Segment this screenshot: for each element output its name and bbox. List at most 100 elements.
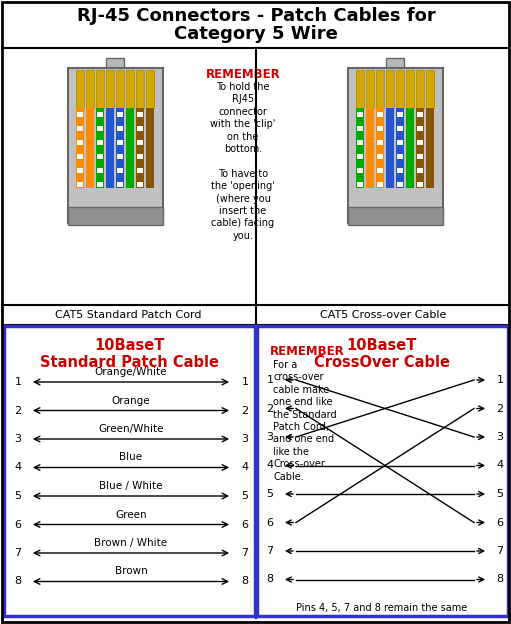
Bar — [117, 126, 123, 131]
Bar — [77, 182, 83, 187]
Text: 1: 1 — [267, 375, 273, 385]
Bar — [137, 126, 143, 131]
Bar — [406, 70, 414, 108]
Bar — [416, 108, 424, 188]
Bar — [137, 112, 143, 117]
Bar — [4, 326, 255, 616]
Text: 5: 5 — [267, 489, 273, 499]
Text: CAT5 Standard Patch Cord: CAT5 Standard Patch Cord — [55, 310, 201, 320]
Text: 2: 2 — [266, 404, 273, 414]
Text: 3: 3 — [14, 434, 21, 444]
Text: 8: 8 — [14, 577, 21, 587]
Bar — [77, 126, 83, 131]
Bar — [257, 326, 508, 616]
Bar — [356, 70, 364, 108]
Bar — [426, 108, 434, 188]
Bar — [406, 108, 414, 188]
Bar — [106, 58, 124, 70]
Text: Green/White: Green/White — [98, 424, 164, 434]
Text: 4: 4 — [241, 462, 248, 472]
Bar — [386, 70, 394, 108]
Bar — [396, 70, 404, 108]
Bar — [377, 182, 383, 187]
Bar — [136, 108, 144, 188]
Bar — [76, 70, 84, 108]
Text: 2: 2 — [497, 404, 503, 414]
Bar — [136, 70, 144, 108]
Bar — [117, 140, 123, 145]
Bar — [357, 112, 363, 117]
Bar — [348, 207, 443, 225]
Text: For a
cross-over
cable make
one end like
the Standard
Patch Cord,
and one end
li: For a cross-over cable make one end like… — [273, 360, 337, 482]
Text: Blue: Blue — [120, 452, 143, 462]
Bar — [68, 207, 163, 225]
Bar — [397, 182, 403, 187]
Bar — [117, 154, 123, 159]
Text: 2: 2 — [14, 406, 21, 416]
Bar — [106, 70, 114, 108]
Bar — [137, 182, 143, 187]
Bar — [417, 182, 423, 187]
Text: 1: 1 — [14, 377, 21, 387]
Text: 6: 6 — [242, 520, 248, 530]
Bar — [348, 68, 443, 223]
Text: Orange/White: Orange/White — [95, 367, 167, 377]
Bar — [97, 182, 103, 187]
Text: 6: 6 — [267, 517, 273, 527]
Text: 4: 4 — [497, 461, 503, 470]
Text: 4: 4 — [266, 461, 273, 470]
Text: 7: 7 — [497, 546, 503, 556]
Bar — [417, 140, 423, 145]
Bar — [97, 126, 103, 131]
Text: 3: 3 — [267, 432, 273, 442]
Text: 5: 5 — [14, 491, 21, 501]
Bar — [97, 154, 103, 159]
Bar — [386, 58, 404, 70]
Text: 10BaseT
Standard Patch Cable: 10BaseT Standard Patch Cable — [39, 338, 219, 371]
Bar — [106, 108, 114, 188]
Bar — [397, 168, 403, 173]
Bar — [96, 108, 104, 188]
Text: 1: 1 — [242, 377, 248, 387]
Bar — [97, 140, 103, 145]
Text: 4: 4 — [14, 462, 21, 472]
Bar — [366, 108, 374, 188]
Bar — [96, 70, 104, 108]
Text: Orange: Orange — [112, 396, 150, 406]
Text: Brown: Brown — [114, 567, 147, 577]
Text: 2: 2 — [241, 406, 248, 416]
Bar — [117, 168, 123, 173]
Bar — [377, 168, 383, 173]
Bar — [137, 168, 143, 173]
Bar — [397, 154, 403, 159]
Bar — [397, 112, 403, 117]
Text: 3: 3 — [242, 434, 248, 444]
Bar — [377, 126, 383, 131]
Bar — [376, 70, 384, 108]
Bar — [126, 108, 134, 188]
Text: RJ-45 Connectors - Patch Cables for: RJ-45 Connectors - Patch Cables for — [77, 7, 435, 25]
Bar — [417, 112, 423, 117]
Text: Category 5 Wire: Category 5 Wire — [174, 25, 338, 43]
Text: 5: 5 — [242, 491, 248, 501]
Text: 8: 8 — [241, 577, 248, 587]
Bar — [117, 112, 123, 117]
Text: Blue / White: Blue / White — [99, 481, 162, 491]
Text: 8: 8 — [497, 575, 503, 585]
Text: Brown / White: Brown / White — [95, 538, 168, 548]
Bar — [357, 154, 363, 159]
Bar — [86, 70, 94, 108]
Text: 7: 7 — [14, 548, 21, 558]
Text: 1: 1 — [497, 375, 503, 385]
Text: REMEMBER: REMEMBER — [205, 68, 281, 81]
Bar — [386, 108, 394, 188]
Bar — [357, 140, 363, 145]
Bar — [377, 140, 383, 145]
Bar — [357, 168, 363, 173]
Text: Green: Green — [115, 510, 147, 520]
Bar — [126, 70, 134, 108]
Bar — [77, 154, 83, 159]
Bar — [137, 154, 143, 159]
Bar — [416, 70, 424, 108]
Bar — [116, 108, 124, 188]
